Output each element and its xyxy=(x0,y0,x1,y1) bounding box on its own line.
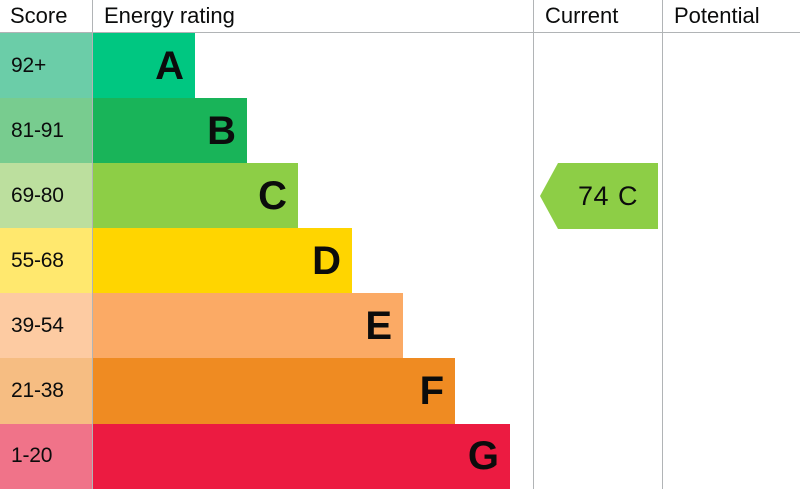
band-row-e: 39-54 E xyxy=(0,293,533,359)
rating-bar-b: B xyxy=(93,98,247,164)
rating-bar-d: D xyxy=(93,228,352,294)
rating-letter-f: F xyxy=(419,369,444,414)
rating-letter-g: G xyxy=(467,434,499,479)
score-range-d: 55-68 xyxy=(0,228,92,294)
column-header-current: Current xyxy=(545,3,619,28)
rating-bar-f: F xyxy=(93,358,455,424)
current-rating-score: 74 xyxy=(577,180,610,211)
current-rating-band: C xyxy=(618,180,639,211)
rating-bar-a: A xyxy=(93,33,195,99)
current-rating-arrow: 74 C xyxy=(540,163,658,229)
score-range-c: 69-80 xyxy=(0,163,92,229)
rating-bar-e: E xyxy=(93,293,403,359)
rating-letter-a: A xyxy=(155,43,184,88)
divider-potential-column xyxy=(662,0,663,489)
column-header-potential: Potential xyxy=(674,3,760,28)
score-range-f: 21-38 xyxy=(0,358,92,424)
rating-bar-c: C xyxy=(93,163,298,229)
rating-letter-c: C xyxy=(258,173,287,218)
rating-bar-g: G xyxy=(93,423,510,489)
band-row-g: 1-20 G xyxy=(0,423,533,489)
band-row-d: 55-68 D xyxy=(0,228,533,294)
table-header-row: Score Energy rating Current Potential xyxy=(0,0,800,33)
column-header-energy-rating: Energy rating xyxy=(104,3,235,28)
band-row-c: 69-80 C xyxy=(0,163,533,229)
divider-score-column xyxy=(92,0,93,489)
rating-letter-d: D xyxy=(312,238,341,283)
current-rating-value: 74 C xyxy=(578,181,638,212)
band-row-b: 81-91 B xyxy=(0,98,533,164)
potential-rating-empty-cell xyxy=(663,33,800,489)
score-range-a: 92+ xyxy=(0,33,92,99)
band-row-a: 92+ A xyxy=(0,33,533,99)
divider-current-column xyxy=(533,0,534,489)
column-header-score: Score xyxy=(10,3,68,28)
score-range-b: 81-91 xyxy=(0,98,92,164)
score-range-g: 1-20 xyxy=(0,423,92,489)
rating-bands: 92+ A 81-91 B 69-80 C 55-68 D 39-54 E 21… xyxy=(0,33,533,489)
rating-letter-e: E xyxy=(365,303,392,348)
score-range-e: 39-54 xyxy=(0,293,92,359)
rating-letter-b: B xyxy=(207,108,236,153)
band-row-f: 21-38 F xyxy=(0,358,533,424)
